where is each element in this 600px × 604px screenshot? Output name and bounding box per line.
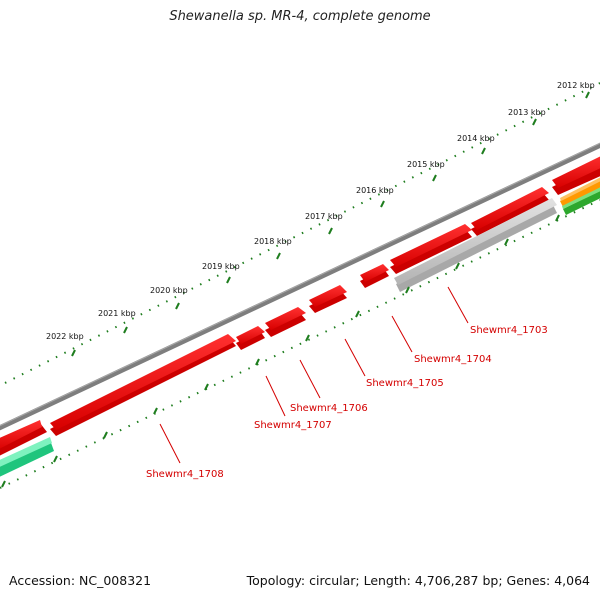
- tick-mark: [153, 407, 158, 415]
- tick-mark: [328, 227, 333, 235]
- gene-arrow: [471, 187, 549, 236]
- tick-mark: [305, 334, 310, 342]
- accession-label: Accession: NC_008321: [9, 573, 152, 588]
- tick-mark: [585, 91, 590, 99]
- green-track-left: [0, 437, 54, 477]
- tick-mark: [481, 147, 486, 155]
- leader-line: [344, 338, 366, 377]
- tick-label: 2022 kbp: [46, 332, 84, 341]
- tick-mark: [432, 174, 437, 182]
- tick-label: 2018 kbp: [254, 237, 292, 246]
- tick-mark: [555, 214, 560, 222]
- tick-label: 2016 kbp: [356, 186, 394, 195]
- tick-label: 2021 kbp: [98, 309, 136, 318]
- tick-label: 2020 kbp: [150, 286, 188, 295]
- leader-line: [447, 286, 469, 324]
- tick-label: 2014 kbp: [457, 134, 495, 143]
- tick-label: 2012 kbp: [557, 81, 595, 90]
- gene-arrow: [236, 326, 265, 350]
- tick-label: 2017 kbp: [305, 212, 343, 221]
- tick-mark: [1, 480, 6, 488]
- leader-line: [159, 423, 181, 464]
- tick-mark: [204, 383, 209, 391]
- orange-track: [560, 177, 600, 207]
- gene-label: Shewmr4_1707: [254, 420, 332, 431]
- leader-line: [391, 315, 413, 353]
- gene-label: Shewmr4_1706: [290, 403, 368, 414]
- tick-mark: [53, 455, 58, 463]
- tick-mark: [103, 431, 108, 439]
- genome-summary: Topology: circular; Length: 4,706,287 bp…: [246, 573, 590, 588]
- gene-label: Shewmr4_1705: [366, 378, 444, 389]
- tick-mark: [504, 238, 509, 246]
- leader-line: [299, 359, 321, 399]
- tick-label: 2015 kbp: [407, 160, 445, 169]
- tick-mark: [532, 118, 537, 126]
- outer-scale-arc: [4, 82, 600, 384]
- gene-arrow: [0, 420, 47, 456]
- grey-gene: [394, 198, 557, 292]
- tick-label: 2019 kbp: [202, 262, 240, 271]
- gene-arrow: [552, 156, 600, 195]
- map-title: Shewanella sp. MR-4, complete genome: [169, 9, 431, 24]
- gene-label: Shewmr4_1708: [146, 469, 224, 480]
- inner-scale-arc: [0, 199, 600, 489]
- forward-genes: [0, 156, 600, 456]
- tick-mark: [276, 252, 281, 260]
- scale-ticks: 2012 kbp 2013 kbp 2014 kbp 2015 kbp 2016…: [46, 81, 595, 357]
- gene-labels: Shewmr4_1703 Shewmr4_1704 Shewmr4_1705 S…: [146, 286, 548, 480]
- green-track-right: [562, 187, 600, 215]
- gene-arrow: [265, 307, 306, 337]
- gene-arrow: [309, 285, 347, 313]
- tick-mark: [123, 326, 128, 334]
- tick-mark: [226, 276, 231, 284]
- gene-arrow: [360, 264, 389, 288]
- tick-mark: [71, 349, 76, 357]
- gene-label: Shewmr4_1703: [470, 325, 548, 336]
- tick-label: 2013 kbp: [508, 108, 546, 117]
- gene-arrow: [390, 224, 472, 274]
- tick-mark: [175, 302, 180, 310]
- gene-arrow: [50, 334, 236, 436]
- tick-mark: [355, 310, 360, 318]
- tick-mark: [380, 200, 385, 208]
- tick-mark: [455, 262, 460, 270]
- leader-line: [265, 375, 286, 417]
- genome-backbone: [0, 142, 600, 431]
- tick-mark: [405, 286, 410, 294]
- gene-label: Shewmr4_1704: [414, 354, 492, 365]
- tick-mark: [255, 358, 260, 366]
